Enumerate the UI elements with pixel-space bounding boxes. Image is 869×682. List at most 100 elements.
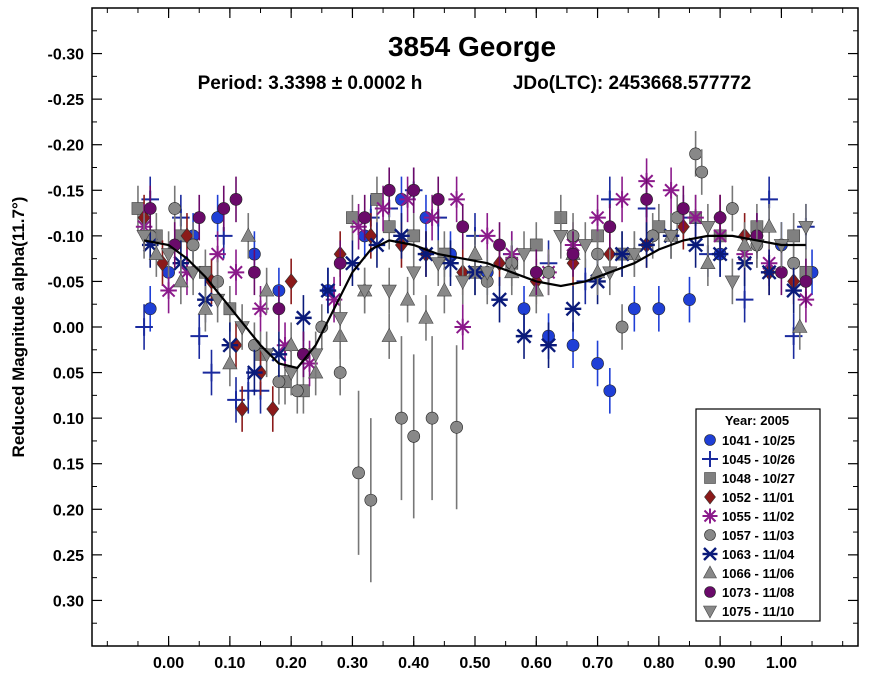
data-point [246, 365, 263, 381]
chart-subtitle-epoch: JDo(LTC): 2453668.577772 [513, 73, 751, 94]
data-point [603, 384, 617, 398]
data-points-layer [131, 131, 819, 583]
data-point [467, 245, 483, 260]
data-point [185, 266, 201, 281]
x-tick-label: 0.20 [276, 655, 307, 672]
data-point [613, 191, 631, 208]
legend-entry: 1066 - 11/06 [702, 565, 794, 581]
data-point [258, 282, 275, 297]
y-tick-label: -0.15 [48, 183, 85, 200]
legend-label: 1066 - 11/06 [722, 566, 794, 581]
data-point [352, 466, 365, 480]
data-point [713, 211, 727, 224]
x-tick-label: 0.00 [153, 655, 184, 672]
data-point [308, 348, 324, 363]
data-point [332, 312, 348, 327]
data-point [479, 266, 495, 281]
data-point [479, 227, 496, 245]
data-point [272, 375, 286, 389]
chart-title: 3854 George [388, 31, 556, 62]
data-point [613, 246, 631, 262]
data-point [799, 275, 813, 288]
legend-entry: 1057 - 11/03 [704, 528, 794, 543]
data-point [736, 236, 753, 251]
data-point [687, 237, 704, 253]
data-point [493, 238, 506, 252]
data-point [364, 493, 378, 507]
data-point [148, 245, 164, 260]
data-point [517, 302, 531, 316]
data-point [735, 290, 754, 309]
data-point [407, 183, 421, 197]
x-tick-label: 0.80 [643, 655, 674, 672]
fit-curve [143, 234, 806, 370]
data-point [640, 193, 653, 206]
data-point [529, 265, 543, 279]
legend-marker [704, 489, 716, 505]
legend-entry: 1075 - 11/10 [702, 604, 794, 619]
legend-entry: 1041 - 10/25 [704, 433, 795, 448]
legend-marker [704, 586, 716, 598]
data-point [591, 357, 604, 370]
data-point [227, 264, 245, 281]
y-tick-label: -0.25 [48, 92, 85, 109]
data-point [399, 191, 416, 208]
data-point [406, 266, 422, 281]
data-point [229, 193, 243, 206]
chart-subtitle-period: Period: 3.3398 ± 0.0002 h [198, 73, 423, 94]
data-point [209, 245, 226, 263]
data-point [395, 411, 408, 425]
data-point [792, 318, 808, 333]
data-point [436, 282, 453, 297]
data-point [357, 284, 373, 299]
data-point [798, 220, 814, 236]
legend-label: 1045 - 10/26 [722, 452, 795, 467]
y-tick-label: -0.30 [48, 47, 85, 64]
y-tick-label: 0.20 [53, 502, 84, 519]
legend-entry: 1063 - 11/04 [702, 547, 795, 562]
data-point [135, 318, 153, 336]
data-point [156, 255, 169, 272]
data-point [761, 218, 777, 233]
data-point [652, 302, 666, 316]
legend-marker [702, 508, 718, 524]
data-point [677, 202, 690, 215]
data-point [542, 265, 555, 279]
data-point [626, 248, 642, 263]
data-point [425, 411, 439, 425]
data-point [240, 227, 256, 242]
legend-marker [702, 605, 718, 619]
data-point [760, 264, 778, 280]
x-tick-label: 0.90 [705, 655, 736, 672]
data-point [319, 283, 337, 298]
data-point [393, 228, 410, 244]
data-point [358, 211, 372, 224]
data-point [775, 265, 788, 279]
data-point [235, 400, 249, 418]
legend-marker [704, 529, 716, 541]
data-point [202, 363, 221, 382]
y-tick-label: -0.05 [48, 274, 85, 291]
data-point [217, 202, 231, 215]
legend-entry: 1045 - 10/26 [702, 451, 795, 467]
y-tick-label: 0.10 [53, 411, 84, 428]
data-point [564, 301, 582, 317]
data-point [197, 300, 214, 315]
series-9 [136, 203, 814, 396]
legend-marker [702, 565, 718, 579]
data-point [266, 400, 280, 418]
data-point [417, 246, 435, 262]
data-point [726, 202, 739, 215]
data-point [787, 229, 801, 243]
y-tick-label: 0.15 [53, 457, 84, 474]
data-point [143, 302, 157, 316]
data-point [143, 202, 157, 215]
data-point [248, 338, 261, 352]
data-point [399, 291, 416, 306]
legend-label: 1055 - 11/02 [722, 509, 794, 524]
data-point [711, 246, 729, 262]
data-point [516, 248, 532, 263]
data-point [173, 273, 189, 288]
data-point [663, 230, 679, 245]
